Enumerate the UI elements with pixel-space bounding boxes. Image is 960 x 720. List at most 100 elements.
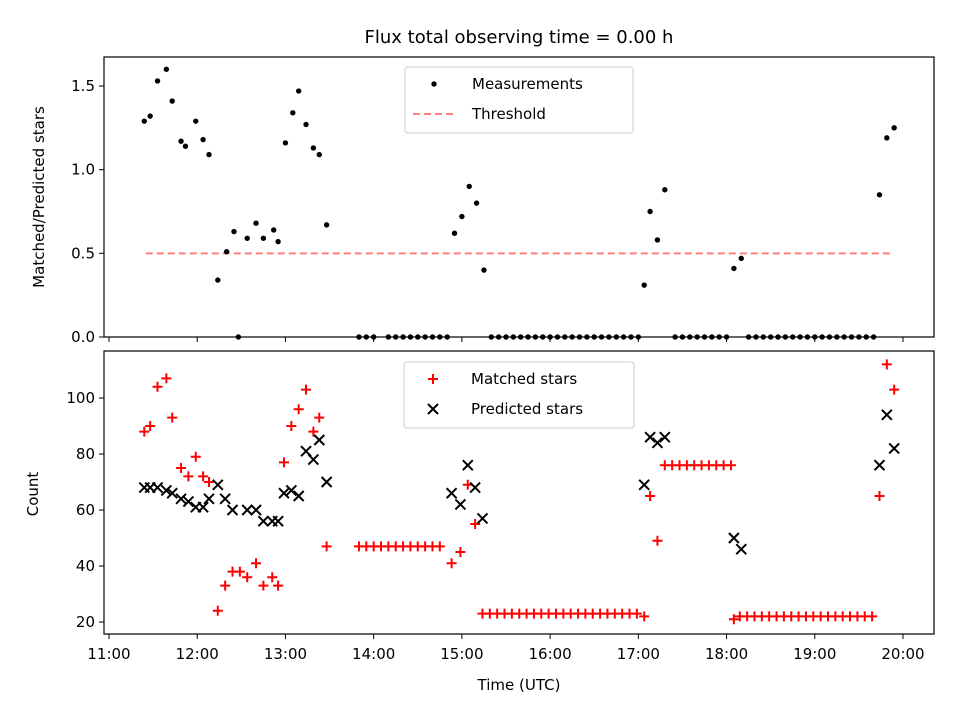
- chart-title: Flux total observing time = 0.00 h: [365, 27, 674, 48]
- top-y-axis-label: Matched/Predicted stars: [30, 106, 48, 288]
- matched-star-point: [293, 404, 304, 415]
- measurement-point: [193, 118, 199, 124]
- x-tick-label: 13:00: [264, 645, 307, 663]
- measurement-point: [540, 334, 546, 340]
- measurement-point: [363, 334, 370, 340]
- predicted-star-point: [175, 493, 187, 505]
- measurement-point: [547, 334, 553, 340]
- predicted-star-point: [278, 487, 290, 499]
- predicted-star-point: [250, 504, 262, 516]
- measurement-point: [760, 334, 767, 340]
- matched-star-point: [183, 471, 194, 482]
- matched-star-point: [242, 572, 253, 583]
- legend-box: [403, 361, 635, 429]
- measurement-point: [290, 110, 296, 116]
- matched-star-point: [881, 359, 892, 370]
- measurement-point: [804, 334, 811, 340]
- plot-frame: [103, 350, 935, 635]
- measurement-point: [554, 334, 561, 340]
- y-tick-label: 0.5: [71, 244, 95, 262]
- predicted-star-point: [651, 437, 664, 449]
- legend-marker-dot: [431, 81, 437, 87]
- matched-star-point: [314, 412, 325, 423]
- predicted-star-point: [257, 515, 270, 527]
- measurement-point: [613, 334, 619, 340]
- measurement-point: [223, 248, 230, 255]
- predicted-star-point: [212, 479, 224, 491]
- measurement-point: [679, 334, 686, 340]
- measurement-point: [876, 192, 883, 198]
- measurement-point: [694, 334, 700, 340]
- measurement-point: [385, 334, 392, 340]
- matched-star-point: [725, 460, 736, 471]
- measurement-point: [723, 334, 730, 340]
- y-tick-label: 1.5: [71, 77, 95, 95]
- predicted-star-point: [454, 498, 467, 511]
- measurement-point: [687, 334, 693, 340]
- measurement-point: [654, 237, 661, 243]
- matched-star-point: [889, 384, 900, 395]
- measurement-point: [620, 334, 627, 340]
- measurement-point: [169, 98, 175, 104]
- y-tick-label: 40: [76, 557, 95, 575]
- measurement-point: [316, 151, 322, 158]
- measurement-point: [863, 334, 869, 340]
- predicted-star-point: [203, 493, 215, 505]
- y-tick-label: 0.0: [71, 328, 95, 346]
- measurement-point: [891, 125, 897, 131]
- measurement-point: [429, 334, 436, 340]
- measurement-point: [606, 334, 612, 340]
- measurement-point: [154, 78, 161, 84]
- measurement-point: [576, 334, 583, 340]
- predicted-star-point: [241, 504, 253, 516]
- matched-star-point: [152, 381, 163, 392]
- measurement-point: [884, 135, 890, 141]
- x-tick-label: 17:00: [617, 645, 660, 663]
- matched-star-point: [139, 426, 150, 437]
- matched-star-point: [308, 426, 319, 437]
- matched-star-point: [728, 614, 739, 625]
- matched-star-point: [470, 519, 481, 529]
- measurement-point: [356, 334, 362, 340]
- measurement-point: [163, 66, 170, 72]
- measurement-point: [731, 265, 737, 272]
- predicted-star-point: [888, 442, 900, 455]
- measurement-point: [200, 136, 206, 143]
- predicted-star-point: [873, 459, 886, 471]
- predicted-star-point: [728, 532, 740, 544]
- matched-star-point: [631, 608, 642, 619]
- x-tick-label: 14:00: [352, 645, 395, 663]
- matched-star-point: [234, 566, 245, 577]
- legend-label: Threshold: [471, 105, 546, 123]
- measurement-point: [826, 334, 833, 340]
- measurement-point: [235, 334, 242, 340]
- matched-star-point: [176, 463, 187, 473]
- x-axis-label: Time (UTC): [477, 676, 561, 694]
- predicted-star-point: [272, 515, 284, 527]
- measurement-point: [178, 138, 184, 144]
- measurement-point: [562, 334, 568, 340]
- matched-star-point: [301, 384, 312, 395]
- legend-label: Predicted stars: [471, 400, 583, 418]
- measurement-point: [819, 334, 825, 340]
- predicted-star-point: [307, 453, 320, 466]
- predicted-star-point: [462, 459, 474, 471]
- matched-star-point: [212, 605, 223, 616]
- predicted-star-point: [182, 495, 195, 508]
- measurement-point: [797, 334, 803, 340]
- matched-star-point: [145, 421, 156, 431]
- matched-star-point: [645, 491, 656, 501]
- measurement-point: [466, 183, 472, 190]
- predicted-star-point: [219, 493, 231, 505]
- legend: Matched stars Predicted stars: [403, 361, 635, 429]
- measurement-point: [444, 334, 450, 340]
- legend-marker-x: [427, 403, 439, 415]
- x-tick-label: 20:00: [881, 645, 924, 663]
- measurement-point: [672, 334, 678, 340]
- measurement-point: [323, 222, 330, 228]
- predicted-star-point: [445, 487, 458, 499]
- matched-star-point: [161, 373, 172, 384]
- measurement-point: [767, 334, 774, 340]
- measurement-point: [206, 151, 212, 158]
- bottom-y-axis-label: Count: [24, 472, 42, 517]
